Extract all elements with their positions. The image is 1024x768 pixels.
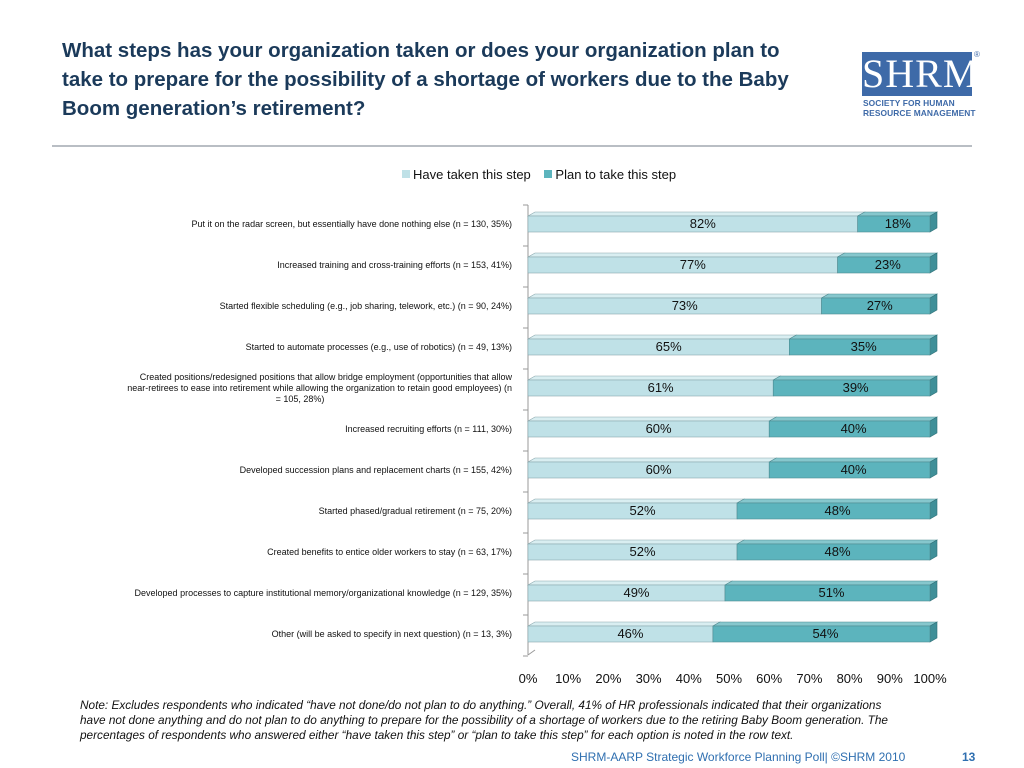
category-label: Created benefits to entice older workers… [267, 547, 512, 557]
bar-plan [857, 215, 931, 233]
category-label-line: Increased training and cross-training ef… [277, 260, 512, 270]
data-label-taken: 52% [630, 503, 656, 518]
logo-line-1: SOCIETY FOR HUMAN [863, 98, 955, 108]
data-label-taken: 73% [672, 298, 698, 313]
x-tick-label: 80% [837, 671, 863, 686]
x-tick-label: 30% [636, 671, 662, 686]
legend-label-taken: Have taken this step [413, 167, 531, 182]
legend-swatch-plan [544, 170, 553, 178]
data-label-taken: 49% [623, 585, 649, 600]
bar-plan [837, 256, 931, 274]
category-label-line: Created benefits to entice older workers… [267, 547, 512, 557]
category-label: Started phased/gradual retirement (n = 7… [319, 506, 512, 516]
legend-label-plan: Plan to take this step [555, 167, 677, 182]
category-label: Started flexible scheduling (e.g., job s… [220, 301, 512, 311]
bar-plan [772, 379, 931, 397]
category-label-line: Developed processes to capture instituti… [135, 588, 512, 598]
logo-mark-box: SHRM [862, 51, 980, 96]
logo-line-2: RESOURCE MANAGEMENT [863, 108, 976, 118]
bar-plan [736, 502, 931, 520]
data-label-plan: 40% [841, 421, 867, 436]
stacked-bar-chart: 0% 10% 20% 30% 40% 50% 60% 70% 80% 90% 100% 82% 18% P… [127, 204, 947, 686]
category-label: Put it on the radar screen, but essentia… [192, 219, 512, 229]
category-label-line: = 105, 28%) [276, 394, 325, 404]
legend-item-taken: Have taken this step [402, 167, 531, 182]
data-label-taken: 46% [617, 626, 643, 641]
category-label-line: Started phased/gradual retirement (n = 7… [319, 506, 512, 516]
logo-subtitle: SOCIETY FOR HUMAN RESOURCE MANAGEMENT [863, 98, 981, 118]
data-label-taken: 60% [646, 421, 672, 436]
footer-source: SHRM-AARP Strategic Workforce Planning P… [571, 750, 906, 764]
category-label: Developed succession plans and replaceme… [240, 465, 512, 475]
category-label-line: Developed succession plans and replaceme… [240, 465, 512, 475]
chart-legend: Have taken this step Plan to take this s… [402, 167, 686, 182]
data-label-plan: 18% [885, 216, 911, 231]
data-label-plan: 54% [812, 626, 838, 641]
data-label-taken: 82% [690, 216, 716, 231]
category-label-line: Increased recruiting efforts (n = 111, 3… [345, 424, 512, 434]
bar-plan [712, 625, 931, 643]
bar-plan [724, 584, 931, 602]
bar-plan [768, 420, 931, 438]
x-tick-label: 0% [519, 671, 538, 686]
category-label: Started to automate processes (e.g., use… [246, 342, 512, 352]
category-label-line: near-retirees to ease into retirement wh… [127, 383, 512, 393]
category-label: Created positions/redesigned positions t… [127, 372, 512, 404]
x-tick-label: 70% [796, 671, 822, 686]
data-label-plan: 48% [825, 544, 851, 559]
category-label: Increased recruiting efforts (n = 111, 3… [345, 424, 512, 434]
title-divider [52, 145, 972, 147]
legend-item-plan: Plan to take this step [544, 167, 676, 182]
chart-title: What steps has your organization taken o… [62, 39, 789, 120]
x-tick-label: 10% [555, 671, 581, 686]
category-label: Developed processes to capture instituti… [135, 588, 512, 598]
data-label-plan: 39% [843, 380, 869, 395]
category-label-line: Other (will be asked to specify in next … [272, 629, 512, 639]
page-number: 13 [962, 750, 976, 764]
data-label-plan: 35% [851, 339, 877, 354]
bar-plan [788, 338, 931, 356]
x-tick-label: 100% [913, 671, 947, 686]
data-label-plan: 40% [841, 462, 867, 477]
category-label-line: Started to automate processes (e.g., use… [246, 342, 512, 352]
registered-mark: ® [974, 50, 980, 59]
logo-mark: SHRM [862, 51, 980, 96]
x-tick-label: 20% [595, 671, 621, 686]
category-label: Other (will be asked to specify in next … [272, 629, 512, 639]
x-tick-label: 90% [877, 671, 903, 686]
footnote: Note: Excludes respondents who indicated… [80, 698, 888, 742]
data-label-taken: 60% [646, 462, 672, 477]
data-label-plan: 51% [818, 585, 844, 600]
data-label-taken: 52% [630, 544, 656, 559]
x-tick-label: 50% [716, 671, 742, 686]
legend-swatch-taken [402, 170, 410, 178]
data-label-taken: 61% [648, 380, 674, 395]
data-label-plan: 27% [867, 298, 893, 313]
bar-plan [768, 461, 931, 479]
bar-plan [821, 297, 931, 315]
category-label-line: Put it on the radar screen, but essentia… [192, 219, 512, 229]
category-label: Increased training and cross-training ef… [277, 260, 512, 270]
x-tick-label: 40% [676, 671, 702, 686]
data-label-taken: 77% [680, 257, 706, 272]
bar-plan [736, 543, 931, 561]
data-label-plan: 23% [875, 257, 901, 272]
category-label-line: Started flexible scheduling (e.g., job s… [220, 301, 512, 311]
shrm-logo: SHRM ® SOCIETY FOR HUMAN RESOURCE MANAGE… [862, 50, 981, 124]
y-axis-depth-line [527, 649, 536, 656]
data-label-taken: 65% [656, 339, 682, 354]
data-label-plan: 48% [825, 503, 851, 518]
category-label-line: Created positions/redesigned positions t… [140, 372, 513, 382]
x-tick-label: 60% [756, 671, 782, 686]
